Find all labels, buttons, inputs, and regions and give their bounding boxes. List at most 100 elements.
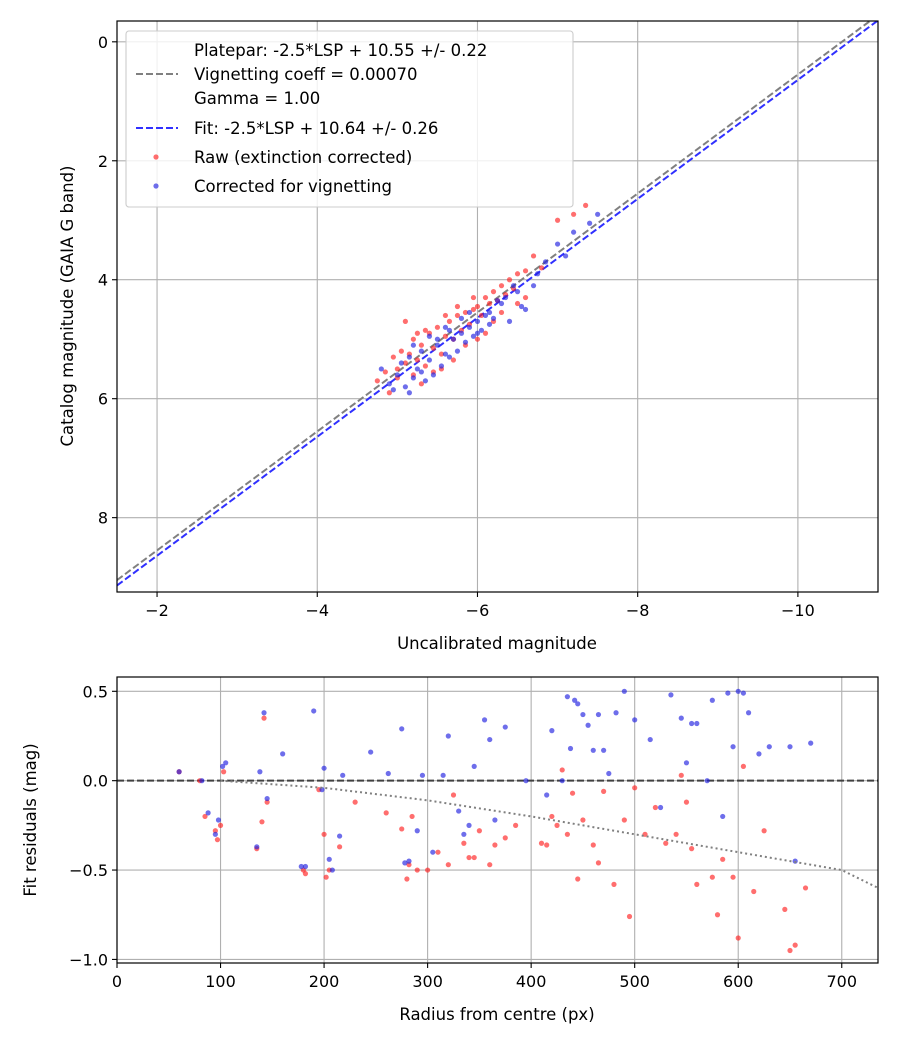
raw-point	[202, 813, 208, 820]
y-tick-label: 8	[98, 509, 108, 528]
raw-point	[735, 935, 741, 941]
platepar-line	[117, 21, 872, 581]
corrected-point	[683, 760, 690, 766]
raw-point	[544, 842, 550, 848]
corrected-point	[730, 744, 736, 750]
corrected-point	[481, 717, 488, 723]
corrected-point	[394, 372, 400, 378]
raw-point	[474, 303, 481, 310]
corrected-point	[487, 736, 493, 743]
raw-point	[802, 885, 809, 891]
raw-point	[514, 300, 521, 307]
raw-point	[482, 294, 489, 301]
corrected-point	[418, 369, 424, 375]
corrected-point	[587, 220, 593, 226]
raw-point	[642, 831, 648, 837]
raw-point	[583, 202, 589, 208]
corrected-point	[326, 856, 332, 862]
y-tick-label: 2	[98, 152, 108, 171]
corrected-point	[486, 309, 493, 316]
corrected-point	[454, 348, 461, 354]
corrected-point	[446, 354, 453, 360]
raw-point	[471, 854, 477, 861]
raw-point	[446, 318, 453, 324]
raw-point	[221, 769, 227, 775]
corrected-point	[430, 372, 437, 378]
corrected-point	[386, 381, 392, 387]
raw-point	[470, 306, 477, 313]
corrected-point	[466, 822, 472, 828]
raw-point	[450, 792, 457, 798]
raw-point	[302, 871, 309, 877]
corrected-point	[474, 318, 481, 324]
corrected-point	[390, 387, 396, 393]
corrected-point	[368, 749, 374, 755]
corrected-point	[430, 849, 436, 855]
corrected-point	[340, 772, 346, 778]
corrected-point	[434, 342, 441, 348]
corrected-point	[385, 770, 391, 777]
raw-point	[404, 876, 410, 882]
corrected-point	[554, 241, 561, 247]
x-tick-label: 200	[309, 972, 340, 991]
x-tick-label: 700	[826, 972, 857, 991]
raw-point	[502, 835, 508, 841]
raw-point	[398, 348, 404, 354]
corrected-point	[595, 211, 601, 217]
x-tick-label: −6	[466, 601, 490, 620]
corrected-point	[498, 300, 505, 307]
y-tick-label: −0.5	[69, 861, 108, 880]
calibration-y-axis-label: Catalog magnitude (GAIA G band)	[58, 166, 77, 447]
legend-fit-label: Fit: -2.5*LSP + 10.64 +/- 0.26	[194, 119, 438, 138]
corrected-point	[264, 795, 270, 802]
corrected-point	[410, 342, 416, 348]
corrected-point	[502, 724, 508, 730]
calibration-plot-area	[117, 21, 878, 587]
corrected-point	[522, 306, 529, 313]
raw-point	[454, 312, 461, 319]
corrected-point	[466, 324, 473, 330]
corrected-point	[808, 740, 814, 746]
corrected-point	[562, 253, 569, 259]
residuals-ticks: 0 100 200 300 400 500 600 700 0.5 0.0 −0.5 −1.0	[69, 682, 857, 991]
corrected-point	[402, 384, 408, 390]
corrected-point	[471, 763, 477, 769]
residuals-chart: 0 100 200 300 400 500 600 700 0.5 0.0 −0.5 −1.0 Rad…	[21, 676, 879, 1024]
raw-point	[386, 390, 392, 396]
raw-point	[261, 715, 267, 721]
corrected-point	[406, 390, 412, 396]
residuals-x-axis-label: Radius from centre (px)	[399, 1005, 594, 1024]
raw-point	[486, 300, 493, 307]
raw-point	[474, 336, 481, 342]
raw-point	[538, 840, 545, 846]
corrected-point	[756, 751, 762, 757]
corrected-point	[657, 804, 664, 811]
raw-point	[409, 813, 415, 820]
raw-point	[678, 772, 684, 778]
corrected-point	[486, 321, 493, 327]
legend-corrected-label: Corrected for vignetting	[194, 177, 392, 196]
corrected-point	[745, 710, 752, 716]
raw-point	[490, 289, 497, 295]
corrected-point	[621, 688, 627, 694]
raw-point	[694, 881, 700, 887]
corrected-point	[766, 744, 772, 750]
corrected-point	[590, 747, 596, 753]
corrected-point	[585, 722, 591, 728]
raw-point	[740, 763, 747, 769]
corrected-point	[458, 330, 465, 336]
corrected-point	[575, 701, 581, 707]
raw-point	[487, 862, 493, 868]
x-tick-label: −2	[145, 601, 169, 620]
raw-point	[422, 363, 429, 369]
corrected-point	[735, 688, 741, 694]
corrected-point	[302, 863, 309, 870]
corrected-point	[740, 690, 747, 696]
corrected-point	[445, 733, 451, 739]
raw-point	[259, 819, 265, 825]
legend-platepar-label-line1: Platepar: -2.5*LSP + 10.55 +/- 0.22	[194, 41, 487, 60]
raw-point	[264, 799, 270, 805]
corrected-point	[787, 744, 793, 750]
raw-point	[418, 342, 424, 348]
corrected-point	[418, 348, 424, 354]
